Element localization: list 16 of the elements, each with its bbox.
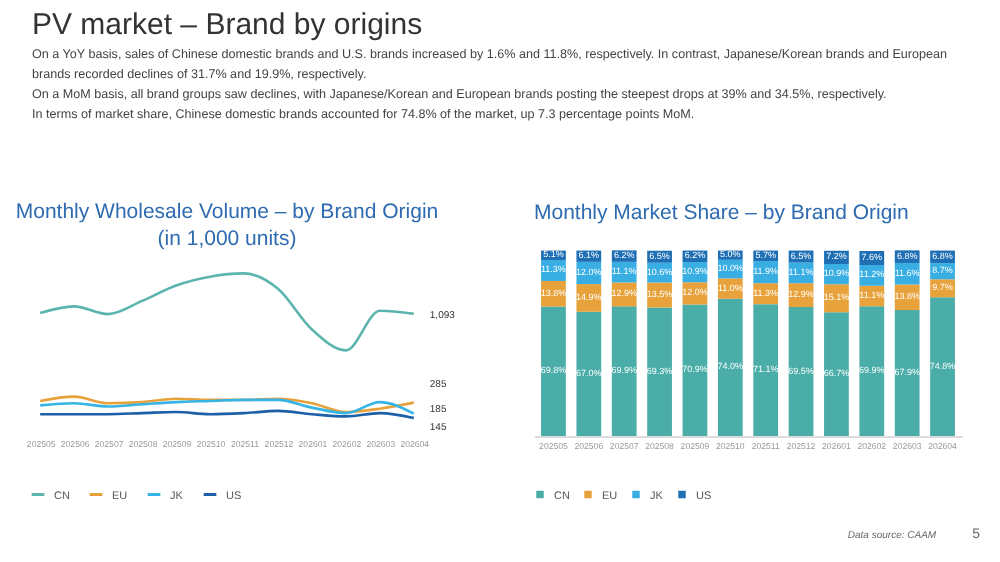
chart-title: Monthly Wholesale Volume – by Brand Origin [15, 200, 439, 224]
bar [576, 311, 602, 436]
bar [930, 297, 955, 436]
text: PV market – Brand by origins [32, 8, 425, 42]
bar [894, 310, 920, 436]
bar [824, 312, 849, 436]
bar [859, 306, 885, 436]
bar [753, 304, 779, 436]
bar [717, 298, 743, 436]
bar [682, 304, 708, 436]
bar [788, 307, 814, 436]
bar [541, 306, 566, 436]
bar [611, 306, 637, 436]
chart-subtitle: (in 1,000 units) [157, 227, 297, 251]
bar [647, 307, 672, 436]
chart-title: Monthly Market Share – by Brand Origin [534, 201, 909, 225]
